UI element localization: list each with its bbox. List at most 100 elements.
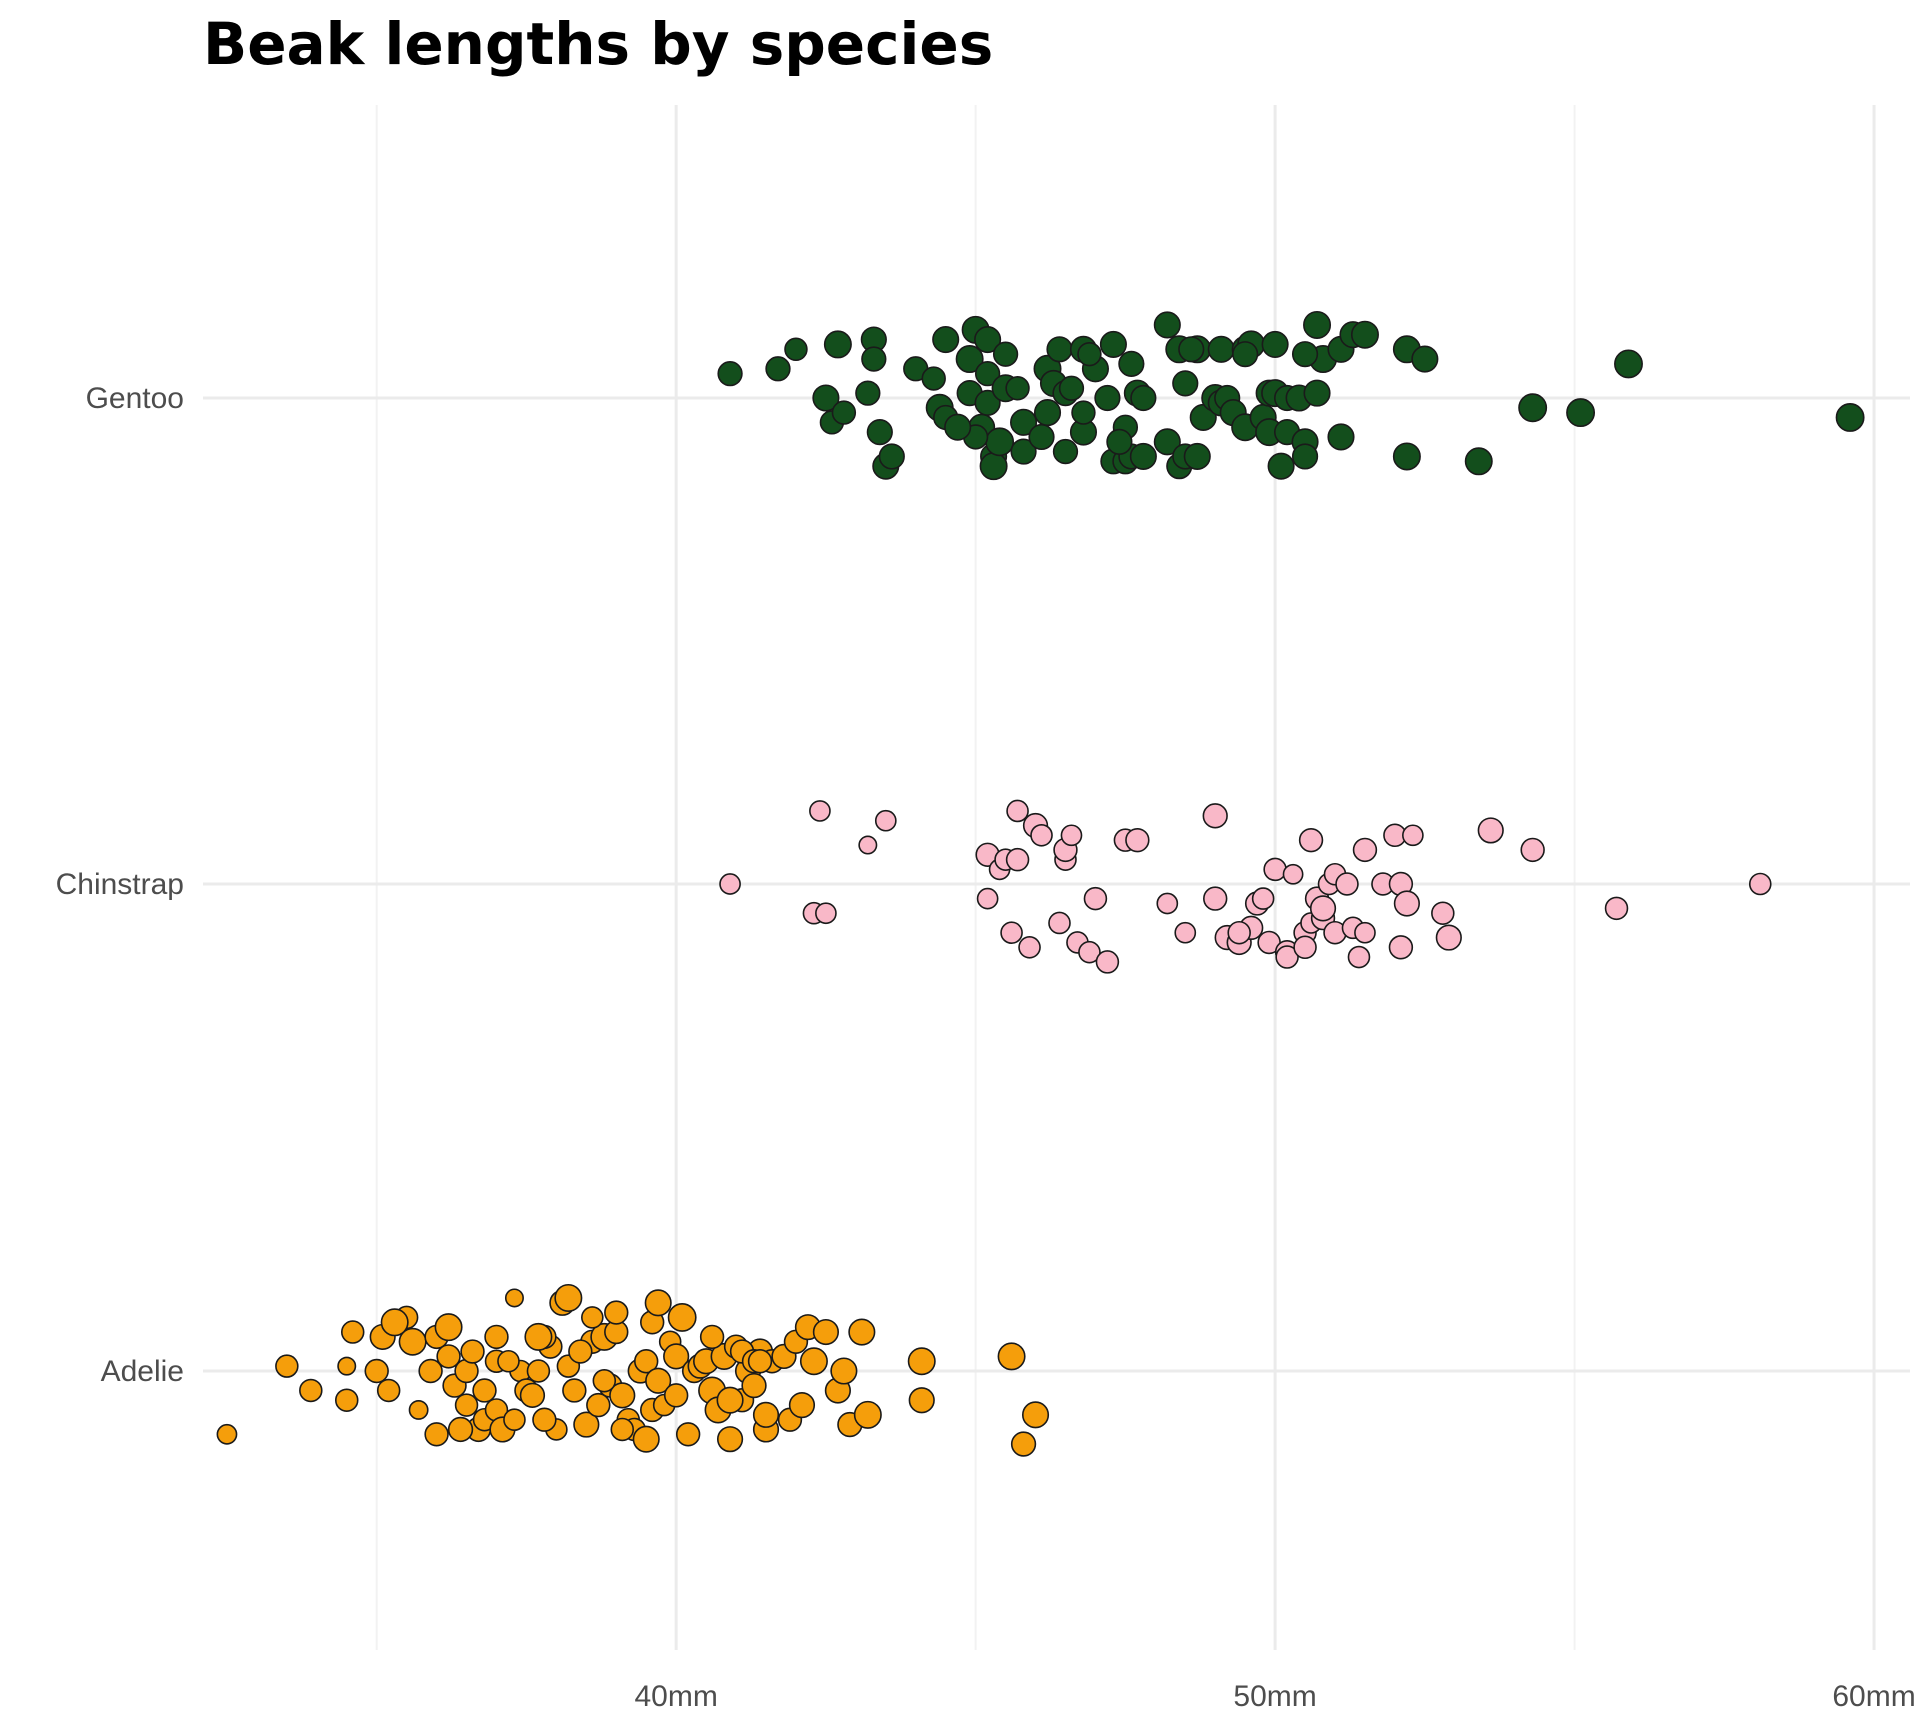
data-point-chinstrap	[1078, 940, 1101, 964]
data-point-gentoo	[717, 360, 743, 387]
data-point-gentoo	[823, 330, 852, 359]
data-point-chinstrap	[1604, 896, 1629, 921]
data-point-chinstrap	[1251, 887, 1275, 910]
data-point-chinstrap	[1435, 924, 1462, 951]
data-point-adelie	[436, 1344, 461, 1369]
data-point-chinstrap	[874, 809, 897, 832]
data-point-gentoo	[1071, 400, 1096, 425]
data-point-adelie	[716, 1426, 744, 1453]
data-point-gentoo	[1118, 350, 1145, 378]
data-point-adelie	[484, 1324, 509, 1350]
data-point-adelie	[609, 1382, 636, 1409]
data-point-gentoo	[878, 443, 905, 470]
data-point-adelie	[554, 1283, 583, 1312]
data-point-gentoo	[1392, 442, 1421, 471]
data-point-chinstrap	[1203, 886, 1228, 911]
data-point-gentoo	[1464, 447, 1493, 476]
data-point-gentoo	[1046, 336, 1073, 363]
data-point-adelie	[434, 1313, 463, 1342]
data-point-gentoo	[1291, 341, 1319, 368]
data-point-gentoo	[1106, 428, 1133, 455]
data-point-adelie	[337, 1356, 357, 1376]
data-point-adelie	[853, 1400, 882, 1429]
category-label: Adelie	[101, 1355, 184, 1388]
data-point-adelie	[645, 1367, 672, 1394]
data-point-chinstrap	[1000, 921, 1023, 945]
data-point-chinstrap	[1354, 921, 1376, 944]
data-point-adelie	[376, 1378, 401, 1403]
data-point-gentoo	[765, 356, 791, 382]
data-point-gentoo	[1005, 376, 1030, 401]
data-point-gentoo	[1129, 442, 1157, 470]
data-point-gentoo	[1178, 336, 1205, 363]
data-point-chinstrap	[1352, 837, 1378, 863]
data-point-adelie	[340, 1320, 365, 1344]
data-point-chinstrap	[1263, 857, 1287, 882]
data-point-adelie	[663, 1343, 690, 1370]
data-point-chinstrap	[1174, 921, 1197, 944]
data-point-gentoo	[1614, 349, 1643, 379]
data-point-adelie	[524, 1322, 553, 1351]
data-point-chinstrap	[858, 835, 878, 855]
data-point-chinstrap	[1202, 803, 1228, 829]
data-point-adelie	[380, 1308, 409, 1337]
data-point-chinstrap	[1156, 892, 1179, 915]
data-point-chinstrap	[719, 873, 741, 895]
data-point-gentoo	[1172, 370, 1199, 397]
data-point-gentoo	[1566, 398, 1596, 428]
data-point-gentoo	[1261, 330, 1289, 358]
data-points	[216, 310, 1865, 1457]
data-point-adelie	[592, 1368, 617, 1393]
data-point-adelie	[581, 1306, 604, 1329]
data-point-gentoo	[1267, 452, 1295, 480]
data-point-adelie	[752, 1401, 780, 1428]
data-point-adelie	[573, 1411, 600, 1438]
data-point-gentoo	[1291, 443, 1319, 470]
data-point-adelie	[334, 1388, 359, 1412]
data-point-gentoo	[855, 380, 881, 406]
data-point-adelie	[848, 1318, 876, 1346]
data-point-adelie	[460, 1339, 485, 1364]
data-point-adelie	[997, 1342, 1026, 1371]
data-point-gentoo	[1033, 399, 1062, 427]
data-point-chinstrap	[1309, 895, 1337, 922]
data-point-gentoo	[784, 337, 808, 362]
data-point-adelie	[586, 1392, 611, 1418]
data-point-gentoo	[1207, 335, 1235, 363]
data-point-chinstrap	[1048, 911, 1071, 935]
data-point-adelie	[604, 1300, 629, 1325]
data-point-chinstrap	[1030, 823, 1053, 847]
data-point-gentoo	[1028, 423, 1055, 451]
data-point-chinstrap	[1125, 827, 1150, 853]
x-tick-label: 60mm	[1832, 1680, 1915, 1713]
data-point-gentoo	[1303, 310, 1332, 339]
data-point-adelie	[667, 1302, 697, 1332]
data-point-adelie	[1021, 1401, 1050, 1429]
data-point-gentoo	[1099, 330, 1127, 358]
data-point-chinstrap	[1083, 886, 1108, 911]
data-point-chinstrap	[1402, 824, 1424, 847]
category-axis: Adelie Chinstrap Gentoo	[56, 382, 184, 1388]
data-point-chinstrap	[1477, 817, 1504, 844]
data-point-gentoo	[1077, 341, 1102, 367]
data-point-gentoo	[921, 366, 946, 391]
data-point-chinstrap	[1275, 945, 1299, 969]
data-point-adelie	[788, 1391, 816, 1419]
data-point-chinstrap	[1431, 901, 1455, 925]
data-point-chinstrap	[1520, 837, 1545, 863]
data-point-gentoo	[1183, 442, 1211, 470]
data-point-adelie	[741, 1372, 767, 1399]
data-point-gentoo	[1153, 428, 1181, 456]
data-point-chinstrap	[809, 800, 831, 822]
data-point-adelie	[675, 1422, 701, 1447]
data-point-chinstrap	[1347, 945, 1371, 969]
data-point-chinstrap	[1393, 890, 1420, 917]
data-point-chinstrap	[1018, 936, 1041, 959]
data-point-adelie	[364, 1358, 389, 1384]
data-point-gentoo	[831, 400, 857, 425]
data-point-adelie	[216, 1423, 238, 1445]
data-point-chinstrap	[1748, 872, 1772, 896]
data-point-adelie	[747, 1349, 773, 1374]
data-point-gentoo	[1153, 311, 1181, 339]
